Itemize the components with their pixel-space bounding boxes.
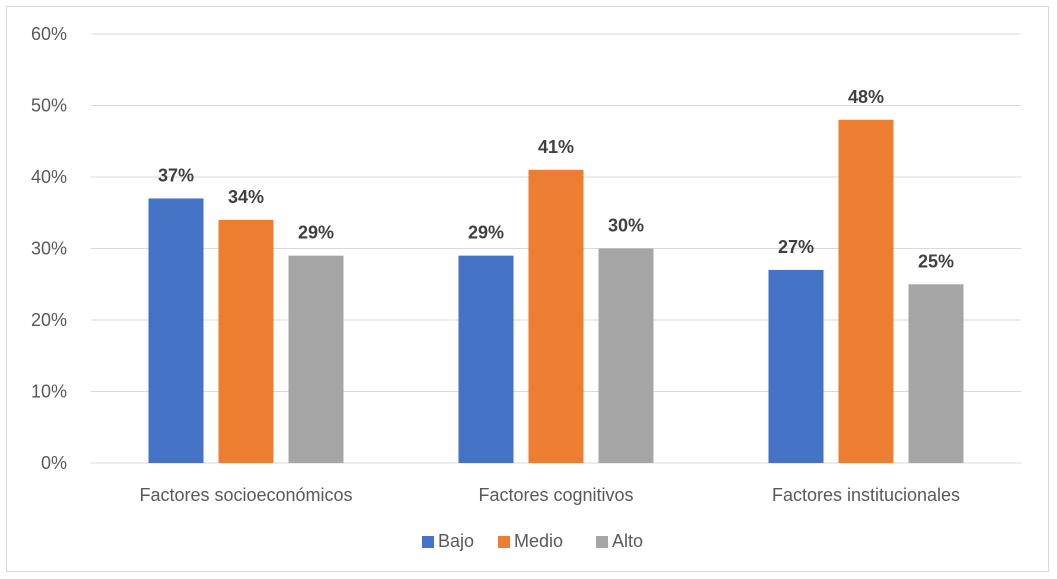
- bar-bajo: [148, 198, 204, 463]
- data-label: 25%: [918, 251, 954, 271]
- bar-medio: [838, 119, 894, 464]
- data-label: 27%: [778, 237, 814, 257]
- data-label: 29%: [468, 223, 504, 243]
- data-label: 48%: [848, 87, 884, 107]
- category-label: Factores socioeconómicos: [139, 485, 352, 505]
- y-tick-label: 10%: [31, 382, 67, 402]
- data-label: 30%: [608, 216, 644, 236]
- category-label: Factores cognitivos: [478, 485, 633, 505]
- data-label: 37%: [158, 165, 194, 185]
- data-label: 29%: [298, 223, 334, 243]
- data-label: 34%: [228, 187, 264, 207]
- bar-medio: [218, 219, 274, 463]
- legend-swatch-bajo: [422, 536, 434, 548]
- y-tick-label: 60%: [31, 24, 67, 44]
- bar-medio: [528, 169, 584, 463]
- legend-label-bajo: Bajo: [438, 531, 474, 551]
- bar-alto: [598, 248, 654, 463]
- category-label: Factores institucionales: [772, 485, 960, 505]
- y-tick-label: 30%: [31, 239, 67, 259]
- y-tick-label: 50%: [31, 96, 67, 116]
- legend-swatch-medio: [498, 536, 510, 548]
- bar-alto: [288, 255, 344, 463]
- bar-chart: 0% 10% 20% 30% 40% 50% 60% 37% 34% 29% Factores so…: [31, 24, 1021, 551]
- bar-bajo: [768, 269, 824, 463]
- chart-frame: 0% 10% 20% 30% 40% 50% 60% 37% 34% 29% Factores so…: [6, 6, 1049, 572]
- data-label: 41%: [538, 137, 574, 157]
- legend-swatch-alto: [596, 536, 608, 548]
- legend-label-medio: Medio: [514, 531, 563, 551]
- legend-label-alto: Alto: [612, 531, 643, 551]
- y-tick-label: 0%: [41, 453, 67, 473]
- bar-bajo: [458, 255, 514, 463]
- y-tick-label: 20%: [31, 310, 67, 330]
- y-tick-label: 40%: [31, 167, 67, 187]
- bar-alto: [908, 284, 964, 463]
